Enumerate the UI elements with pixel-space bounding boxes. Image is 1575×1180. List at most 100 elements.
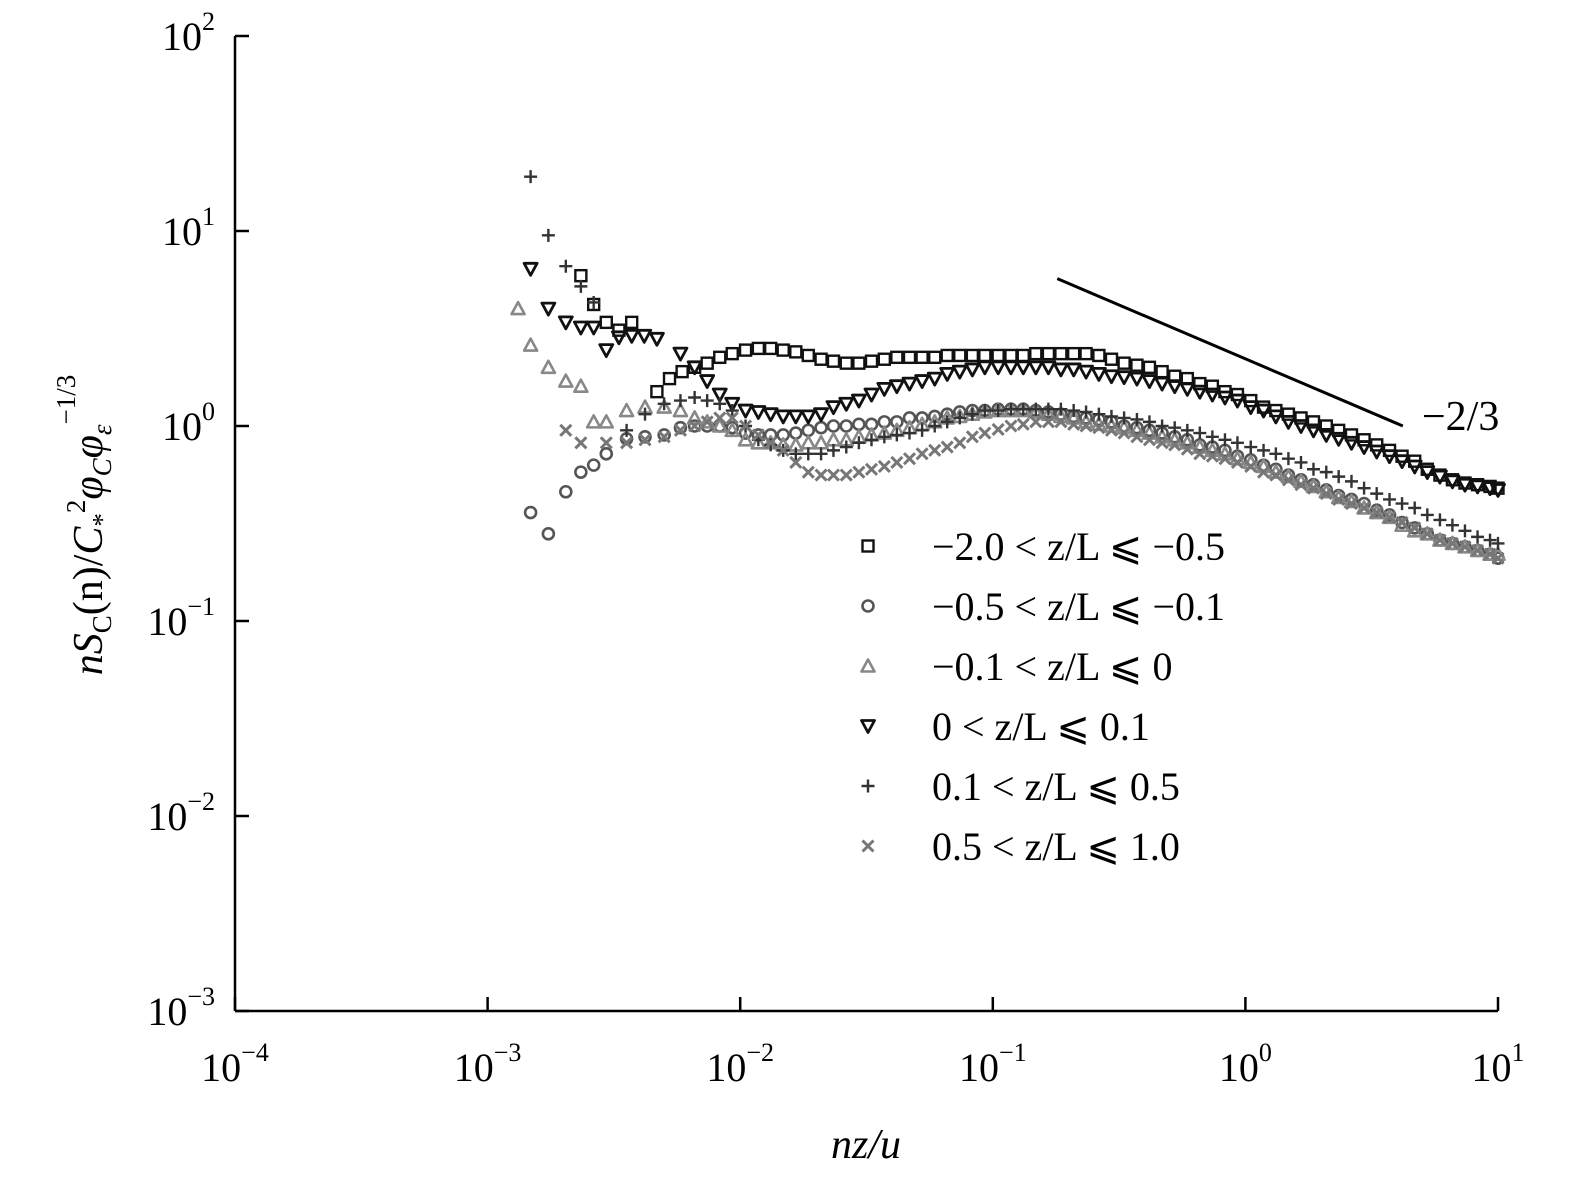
data-point [1343,435,1360,451]
y-ticks: 10−3 10−2 10−1 100 101 102 [147,7,249,1034]
data-point [1205,430,1219,444]
data-point [1079,405,1093,419]
data-point [839,419,854,433]
data-point [672,346,689,362]
data-point [725,411,739,425]
data-point [953,436,967,450]
data-point [1344,497,1359,511]
data-point [700,415,714,429]
data-point [1205,449,1219,463]
data-point [1142,360,1157,374]
data-point [864,354,879,368]
data-point [1166,379,1183,395]
y-tick-label: 101 [162,202,215,254]
data-point [672,402,689,418]
data-point [800,435,817,450]
data-point [541,228,555,242]
x-tick-label: 100 [1219,1038,1272,1090]
data-point [801,423,816,438]
data-point [1092,421,1106,435]
data-point [1382,508,1397,522]
data-point [888,379,905,395]
data-point [1356,500,1372,515]
data-point [1318,428,1335,443]
data-point [1469,542,1486,558]
data-point [1040,360,1057,376]
data-point [991,348,1005,363]
data-point [1040,406,1057,421]
legend-marker [861,539,875,553]
data-point [903,426,917,440]
data-point [1381,509,1398,525]
data-point [978,348,992,363]
data-point [541,527,556,541]
data-point [965,430,979,444]
data-point [1168,421,1182,435]
data-point [814,420,828,435]
data-point [725,346,739,361]
data-point [559,259,573,273]
data-point [800,409,817,425]
legend-marker [861,779,875,793]
series-square [574,268,1505,495]
y-tick-label: 100 [162,397,215,449]
data-point [725,420,740,435]
data-point [522,337,539,352]
data-point [1344,474,1358,488]
data-point [877,352,892,366]
slope-label: −2/3 [1422,394,1499,440]
x-tick-label: 101 [1472,1038,1525,1090]
data-point [1357,481,1371,495]
data-point [1419,465,1436,481]
data-point [915,350,929,365]
data-point [751,428,765,442]
data-point [1395,497,1409,511]
legend-marker [861,599,875,613]
data-point [686,410,703,425]
data-point [1244,459,1258,474]
data-point [877,459,891,474]
axes [233,36,1498,1013]
data-point [585,414,602,429]
data-point [915,411,929,425]
data-point [953,348,967,363]
data-point [574,279,588,293]
data-point [711,387,728,403]
data-point [751,341,766,356]
data-point [1419,526,1436,541]
data-point [1029,402,1043,416]
data-point [1004,402,1018,416]
data-point [825,400,842,416]
data-point [890,455,904,470]
data-point [510,300,526,316]
data-point [656,399,672,414]
data-point [1357,433,1371,447]
data-point [826,354,841,368]
data-point [877,430,891,444]
data-point [1381,449,1398,465]
data-point [1092,348,1106,363]
data-point [990,360,1007,376]
data-point [1193,447,1207,461]
legend-marker [860,719,876,734]
data-point [1294,455,1308,469]
data-point [586,458,601,472]
legend-marker [860,658,876,673]
data-point [902,350,917,365]
data-point [890,428,904,442]
data-point [620,423,634,437]
data-point [964,362,981,378]
data-point [789,455,803,470]
y-axis-title: nSC(n)/C*2φCφε−1/3 [51,375,117,676]
data-point [826,419,841,433]
data-point [699,374,716,389]
data-point [649,331,665,347]
data-point [1407,521,1422,535]
data-point [890,415,904,429]
data-point [1445,536,1459,550]
data-point [1457,477,1473,493]
data-point [1369,503,1384,518]
data-point [813,407,829,423]
data-point [991,422,1005,437]
data-point [657,428,671,442]
